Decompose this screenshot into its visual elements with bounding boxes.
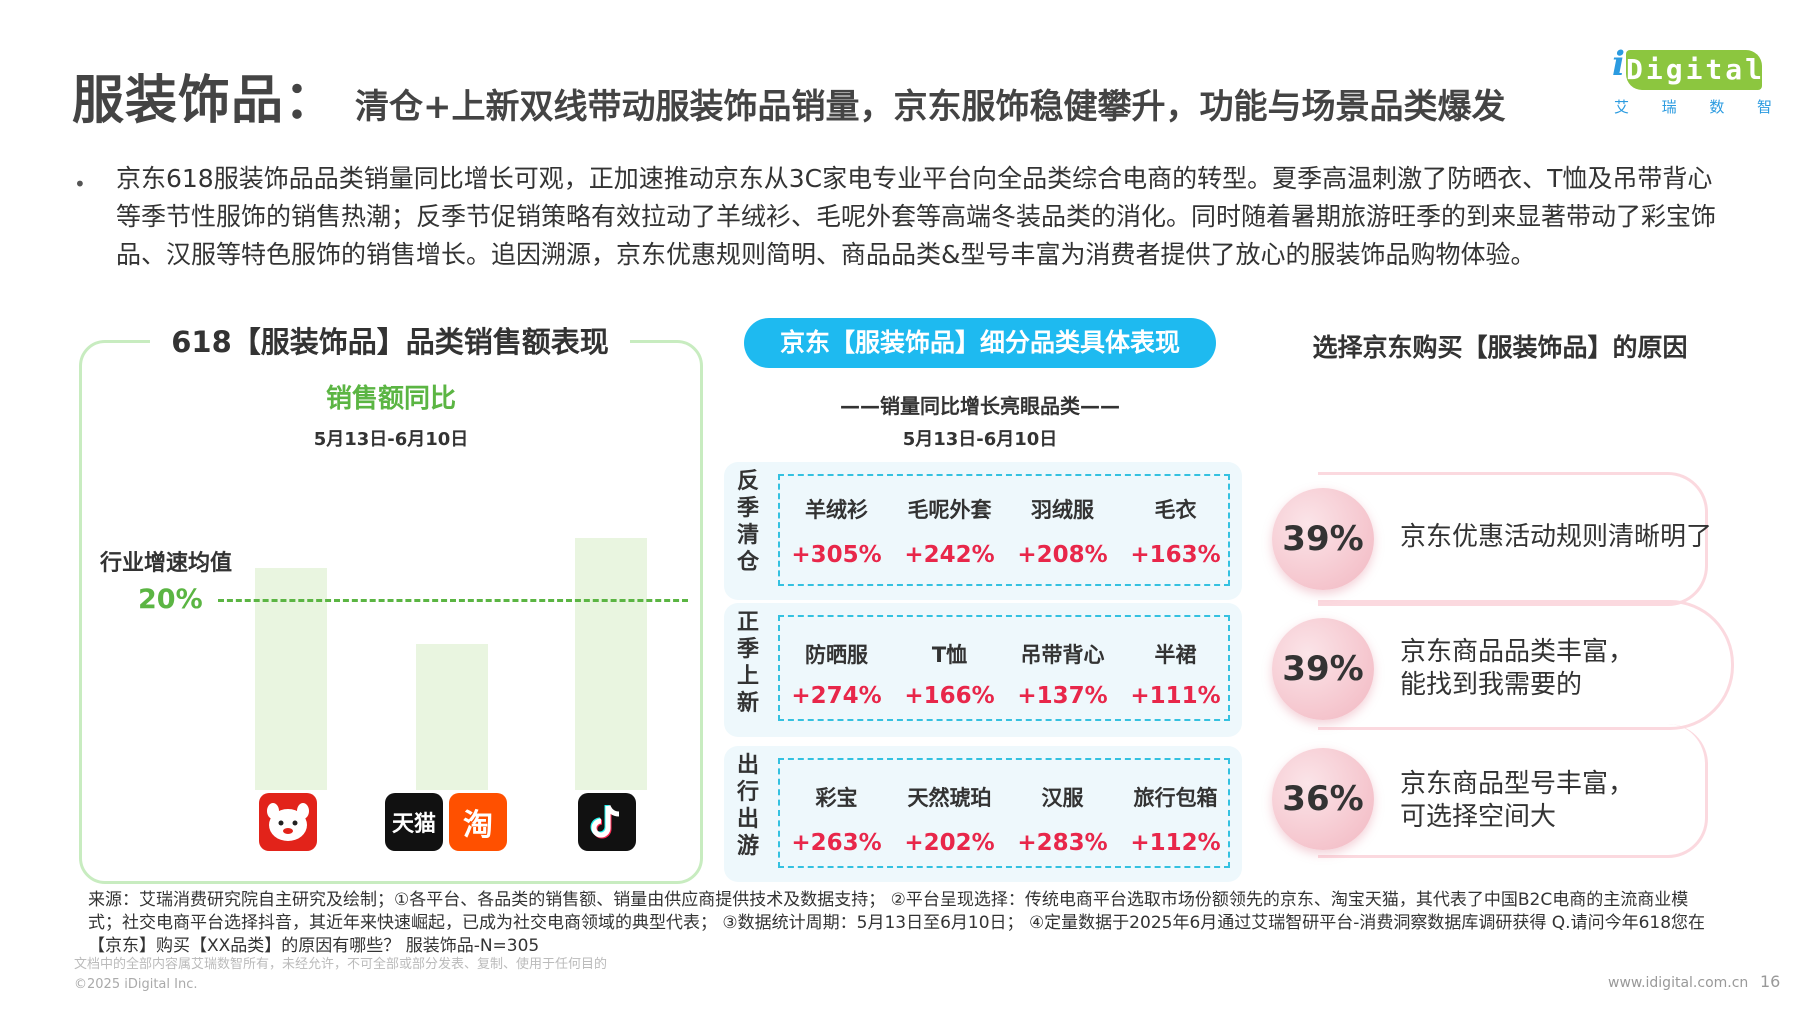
group-travel: 出行出游 彩宝 天然琥珀 汉服 旅行包箱 +263% +202% +283% +…	[724, 746, 1242, 882]
logo-word: Digital	[1626, 50, 1762, 90]
category-item: 羊绒衫	[805, 498, 868, 522]
sales-date-range: 5月13日-6月10日	[313, 429, 469, 450]
category-item: T恤	[931, 643, 968, 667]
category-item: 毛衣	[1154, 498, 1197, 522]
website-link[interactable]: www.idigital.com.cn	[1608, 975, 1749, 991]
category-item: 毛呢外套	[907, 498, 992, 522]
idigital-logo: Digital i 艾 瑞 数 智	[1612, 44, 1772, 124]
group-off-season: 反季清仓 羊绒衫 毛呢外套 羽绒服 毛衣 +305% +242% +208% +…	[724, 462, 1242, 600]
group-box: 防晒服 T恤 吊带背心 半裙 +274% +166% +137% +111%	[778, 615, 1230, 721]
taobao-icon: 淘	[449, 793, 507, 851]
category-pct: +263%	[791, 830, 882, 856]
intro-paragraph: 京东618服装饰品品类销量同比增长可观，正加速推动京东从3C家电专业平台向全品类…	[116, 164, 1717, 269]
category-pct: +111%	[1130, 683, 1221, 709]
group-box: 彩宝 天然琥珀 汉服 旅行包箱 +263% +202% +283% +112%	[778, 758, 1230, 868]
copyright: ©2025 iDigital Inc.	[74, 977, 198, 992]
reason-band-3	[1318, 724, 1708, 858]
category-pct: +112%	[1130, 830, 1221, 856]
group-in-season: 正季上新 防晒服 T恤 吊带背心 半裙 +274% +166% +137% +1…	[724, 603, 1242, 737]
category-pct: +283%	[1017, 830, 1108, 856]
reason-pct-1: 39%	[1272, 488, 1374, 590]
category-pct: +208%	[1017, 542, 1108, 568]
category-pct: +137%	[1017, 683, 1108, 709]
reason-band-1	[1318, 472, 1708, 606]
reason-text-3: 京东商品型号丰富， 可选择空间大	[1400, 769, 1635, 832]
sales-panel-heading: 618【服装饰品】品类销售额表现	[150, 322, 630, 362]
reason-pct-3: 36%	[1272, 748, 1374, 850]
group-box: 羊绒衫 毛呢外套 羽绒服 毛衣 +305% +242% +208% +163%	[778, 474, 1230, 586]
category-pct: +166%	[904, 683, 995, 709]
category-item: 吊带背心	[1020, 643, 1105, 667]
avg-dashed-line	[218, 599, 688, 602]
reason-pct-2: 39%	[1272, 618, 1374, 720]
douyin-icon	[578, 793, 636, 851]
category-item: 天然琥珀	[907, 786, 992, 810]
tiktok-note-icon	[590, 805, 620, 839]
reason-text-2: 京东商品品类丰富， 能找到我需要的	[1400, 637, 1635, 700]
category-subheading: ——销量同比增长亮眼品类——	[840, 394, 1120, 418]
reason-text-1: 京东优惠活动规则清晰明了	[1400, 522, 1713, 552]
avg-label: 行业增速均值	[100, 551, 233, 576]
bar-jd	[255, 568, 327, 790]
category-item: 半裙	[1154, 643, 1197, 667]
category-item: 旅行包箱	[1133, 786, 1218, 810]
category-pct: +305%	[791, 542, 882, 568]
title-main: 服装饰品：	[72, 71, 338, 131]
title-sub: 清仓+上新双线带动服装饰品销量，京东服饰稳健攀升，功能与场景品类爆发	[355, 87, 1506, 127]
category-pct: +274%	[791, 683, 882, 709]
category-pct: +202%	[904, 830, 995, 856]
category-pct: +242%	[904, 542, 995, 568]
group-label: 正季上新	[736, 610, 759, 716]
category-item: 彩宝	[815, 786, 858, 810]
source-note: 来源：艾瑞消费研究院自主研究及绘制；①各平台、各品类的销售额、销量由供应商提供技…	[88, 890, 1706, 956]
category-date-range: 5月13日-6月10日	[902, 429, 1058, 450]
avg-value: 20%	[138, 584, 203, 615]
jd-icon	[259, 793, 317, 851]
group-label: 反季清仓	[736, 469, 759, 575]
reason-band-2	[1318, 600, 1734, 730]
category-item: 防晒服	[805, 643, 868, 667]
copyright-note: 文档中的全部内容属艾瑞数智所有，未经允许，不可全部或部分发表、复制、使用于任何目…	[74, 957, 608, 972]
category-item: 羽绒服	[1031, 498, 1094, 522]
tmall-icon: 天猫	[385, 793, 443, 851]
logo-i: i	[1612, 44, 1625, 84]
reasons-heading: 选择京东购买【服装饰品】的原因	[1312, 333, 1688, 362]
sales-metric-label: 销售额同比	[325, 384, 456, 414]
category-pct: +163%	[1130, 542, 1221, 568]
page-number: 16	[1760, 972, 1781, 991]
bar-tmall-taobao	[416, 644, 488, 790]
bar-douyin	[575, 538, 647, 790]
category-item: 汉服	[1041, 786, 1084, 810]
category-panel-heading: 京东【服装饰品】细分品类具体表现	[744, 318, 1216, 368]
bullet: •	[74, 172, 86, 196]
group-label: 出行出游	[736, 753, 759, 859]
jd-dog-icon	[267, 803, 309, 841]
logo-cn: 艾 瑞 数 智	[1614, 98, 1774, 116]
page-title: 服装饰品： 清仓+上新双线带动服装饰品销量，京东服饰稳健攀升，功能与场景品类爆发	[72, 58, 1506, 133]
